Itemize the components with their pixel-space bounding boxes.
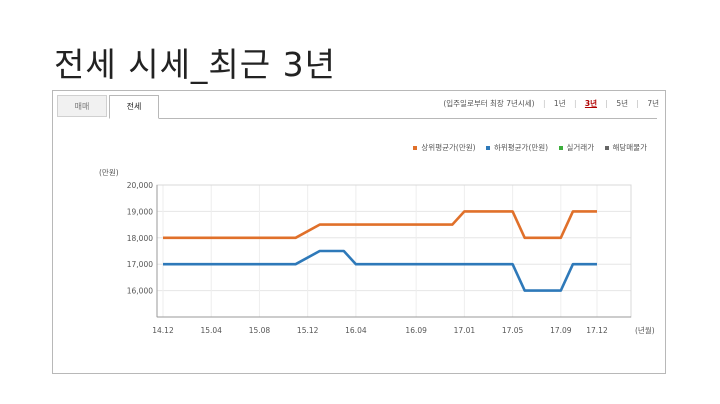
y-tick-label: 20,000 [127,181,153,190]
tab-divider [159,118,657,119]
x-unit-label: (년월) [635,325,655,335]
plot-frame [156,184,632,318]
period-option-5y[interactable]: 5년 [616,99,629,108]
plot-area-border [156,184,632,318]
legend-swatch-actual-trade [558,146,563,150]
x-tick-label: 15.12 [297,326,319,335]
period-selector: (입주일로부터 최장 7년시세) | 1년 | 3년 | 5년 | 7년 [443,99,659,108]
y-tick-label: 17,000 [127,260,153,269]
y-tick-label: 19,000 [127,207,153,216]
series-line-upper-avg [163,210,597,240]
x-tick-label: 16.09 [405,326,427,335]
chart-grid [157,184,631,317]
period-option-7y[interactable]: 7년 [647,99,659,108]
legend-item-upper-avg: 상위평균가(만원) [413,143,478,152]
x-tick-label: 17.09 [550,326,572,335]
y-axis: 16,000 17,000 18,000 19,000 20,000 [127,181,153,296]
x-axis: 14.12 15.04 15.08 15.12 16.04 16.09 17.01 17.05… [152,326,608,335]
series-lines [163,210,597,292]
y-tick-label: 18,000 [127,234,153,243]
x-tick-label: 17.12 [586,326,608,335]
tab-bar: 매매 전세 [53,91,665,119]
line-chart: 16,000 17,000 18,000 19,000 20,000 14.12 15.0… [99,168,655,335]
legend-label-upper-avg: 상위평균가(만원) [421,143,476,152]
y-unit-label: (만원) [99,168,119,177]
legend-swatch-listing-price [604,146,609,150]
price-chart-panel: 매매 전세 (입주일로부터 최장 7년시세) | 1년 | 3년 | 5년 | … [52,90,666,374]
series-line-lower-avg [163,249,597,292]
legend-item-actual-trade: 실거래가 [558,143,597,152]
legend-swatch-upper-avg [413,146,418,150]
legend-label-lower-avg: 하위평균가(만원) [493,143,549,152]
period-option-1y[interactable]: 1년 [553,99,566,108]
y-tick-label: 16,000 [127,287,153,296]
x-tick-label: 15.04 [200,326,222,335]
legend-swatch-lower-avg [485,146,490,150]
legend-item-lower-avg: 하위평균가(만원) [485,143,551,152]
legend-item-listing-price: 해당매물가 [604,143,648,152]
tab-jeonse[interactable]: 전세 [109,95,159,119]
x-tick-label: 15.08 [249,326,271,335]
legend-label-actual-trade: 실거래가 [566,143,595,152]
legend-label-listing-price: 해당매물가 [612,143,648,152]
period-note: (입주일로부터 최장 7년시세) [443,99,535,108]
x-tick-label: 17.05 [502,326,524,335]
period-option-3y[interactable]: 3년 [584,99,598,108]
tab-sale[interactable]: 매매 [57,95,107,117]
chart-legend: 상위평균가(만원) 하위평균가(만원) 실거래가 해당매물가 [405,142,647,153]
x-tick-label: 16.04 [345,326,367,335]
slide-title: 전세 시세_최근 3년 [54,45,336,84]
x-tick-label: 14.12 [152,326,174,335]
x-tick-label: 17.01 [454,326,476,335]
